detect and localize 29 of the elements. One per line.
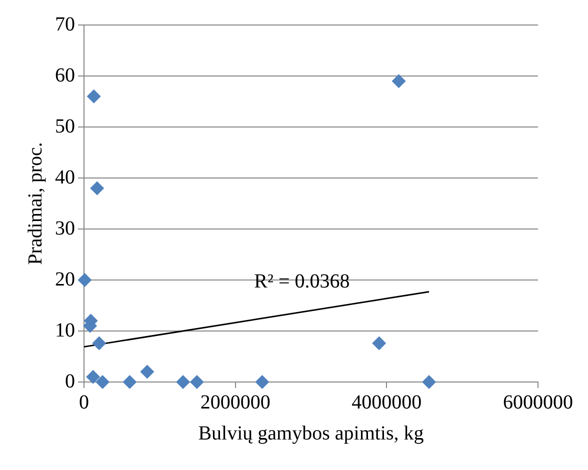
y-axis-title: Pradimai, proc.	[24, 142, 46, 265]
point	[392, 74, 406, 88]
point	[86, 370, 100, 384]
x-tick-label: 4000000	[352, 391, 422, 414]
point	[140, 364, 154, 379]
y-tick-label: 70	[55, 13, 75, 36]
y-tick-label: 60	[55, 64, 75, 86]
point	[96, 375, 110, 389]
x-tick-label: 6000000	[503, 391, 573, 414]
y-tick-label: 20	[55, 268, 75, 290]
point	[92, 336, 106, 350]
point	[90, 181, 104, 196]
y-tick-label: 50	[55, 115, 75, 138]
point	[255, 375, 270, 389]
point	[372, 336, 386, 350]
x-tick-label: 0	[79, 391, 89, 414]
y-tick-label: 40	[55, 166, 75, 188]
y-tick-label: 30	[55, 217, 75, 240]
point	[190, 375, 204, 389]
y-tick-label: 10	[55, 319, 75, 342]
point	[422, 375, 436, 389]
y-tick-label: 0	[65, 370, 75, 392]
x-axis-title: Bulvių gamybos apimtis, kg	[198, 422, 424, 444]
point	[122, 375, 137, 389]
point	[78, 273, 92, 287]
annotation: R² = 0.0368	[254, 270, 350, 292]
point	[86, 89, 101, 104]
x-tick-label: 2000000	[200, 391, 270, 414]
point	[176, 375, 190, 389]
